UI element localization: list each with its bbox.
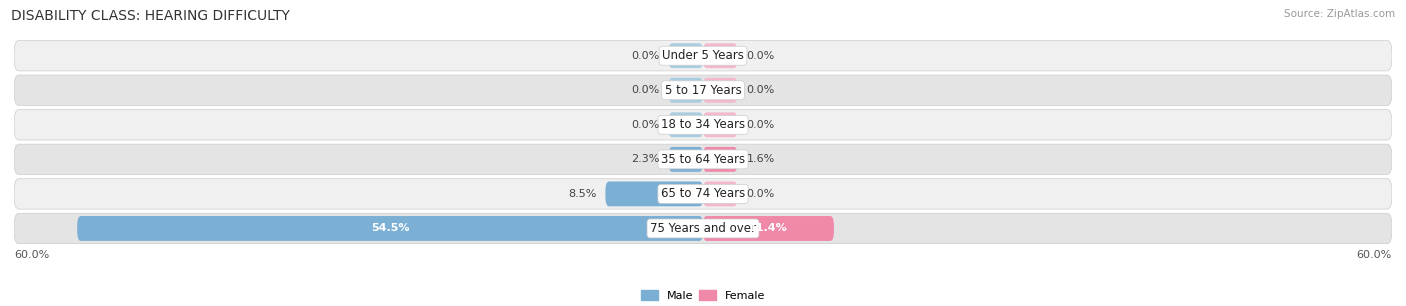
Text: Source: ZipAtlas.com: Source: ZipAtlas.com [1284, 9, 1395, 19]
Text: 0.0%: 0.0% [747, 85, 775, 95]
FancyBboxPatch shape [77, 216, 703, 241]
Text: 54.5%: 54.5% [371, 223, 409, 233]
Text: 8.5%: 8.5% [568, 189, 596, 199]
Text: 60.0%: 60.0% [1357, 250, 1392, 260]
FancyBboxPatch shape [14, 110, 1392, 140]
Text: 0.0%: 0.0% [747, 51, 775, 61]
FancyBboxPatch shape [669, 78, 703, 103]
Text: 18 to 34 Years: 18 to 34 Years [661, 118, 745, 131]
Text: 0.0%: 0.0% [631, 85, 659, 95]
Text: 1.6%: 1.6% [747, 154, 775, 164]
Text: 2.3%: 2.3% [631, 154, 659, 164]
FancyBboxPatch shape [669, 43, 703, 68]
FancyBboxPatch shape [14, 40, 1392, 71]
Text: 0.0%: 0.0% [747, 189, 775, 199]
FancyBboxPatch shape [14, 213, 1392, 244]
FancyBboxPatch shape [669, 147, 703, 172]
Text: 0.0%: 0.0% [747, 120, 775, 130]
Text: Under 5 Years: Under 5 Years [662, 49, 744, 62]
FancyBboxPatch shape [703, 78, 738, 103]
FancyBboxPatch shape [703, 181, 738, 206]
Text: 0.0%: 0.0% [631, 51, 659, 61]
FancyBboxPatch shape [14, 144, 1392, 174]
Text: DISABILITY CLASS: HEARING DIFFICULTY: DISABILITY CLASS: HEARING DIFFICULTY [11, 9, 290, 23]
Text: 11.4%: 11.4% [749, 223, 787, 233]
Legend: Male, Female: Male, Female [637, 286, 769, 305]
FancyBboxPatch shape [703, 216, 834, 241]
FancyBboxPatch shape [669, 112, 703, 137]
Text: 0.0%: 0.0% [631, 120, 659, 130]
Text: 5 to 17 Years: 5 to 17 Years [665, 84, 741, 97]
Text: 65 to 74 Years: 65 to 74 Years [661, 187, 745, 200]
FancyBboxPatch shape [606, 181, 703, 206]
FancyBboxPatch shape [703, 43, 738, 68]
FancyBboxPatch shape [14, 75, 1392, 106]
FancyBboxPatch shape [703, 147, 738, 172]
Text: 75 Years and over: 75 Years and over [650, 222, 756, 235]
Text: 35 to 64 Years: 35 to 64 Years [661, 153, 745, 166]
FancyBboxPatch shape [14, 179, 1392, 209]
FancyBboxPatch shape [703, 112, 738, 137]
Text: 60.0%: 60.0% [14, 250, 49, 260]
